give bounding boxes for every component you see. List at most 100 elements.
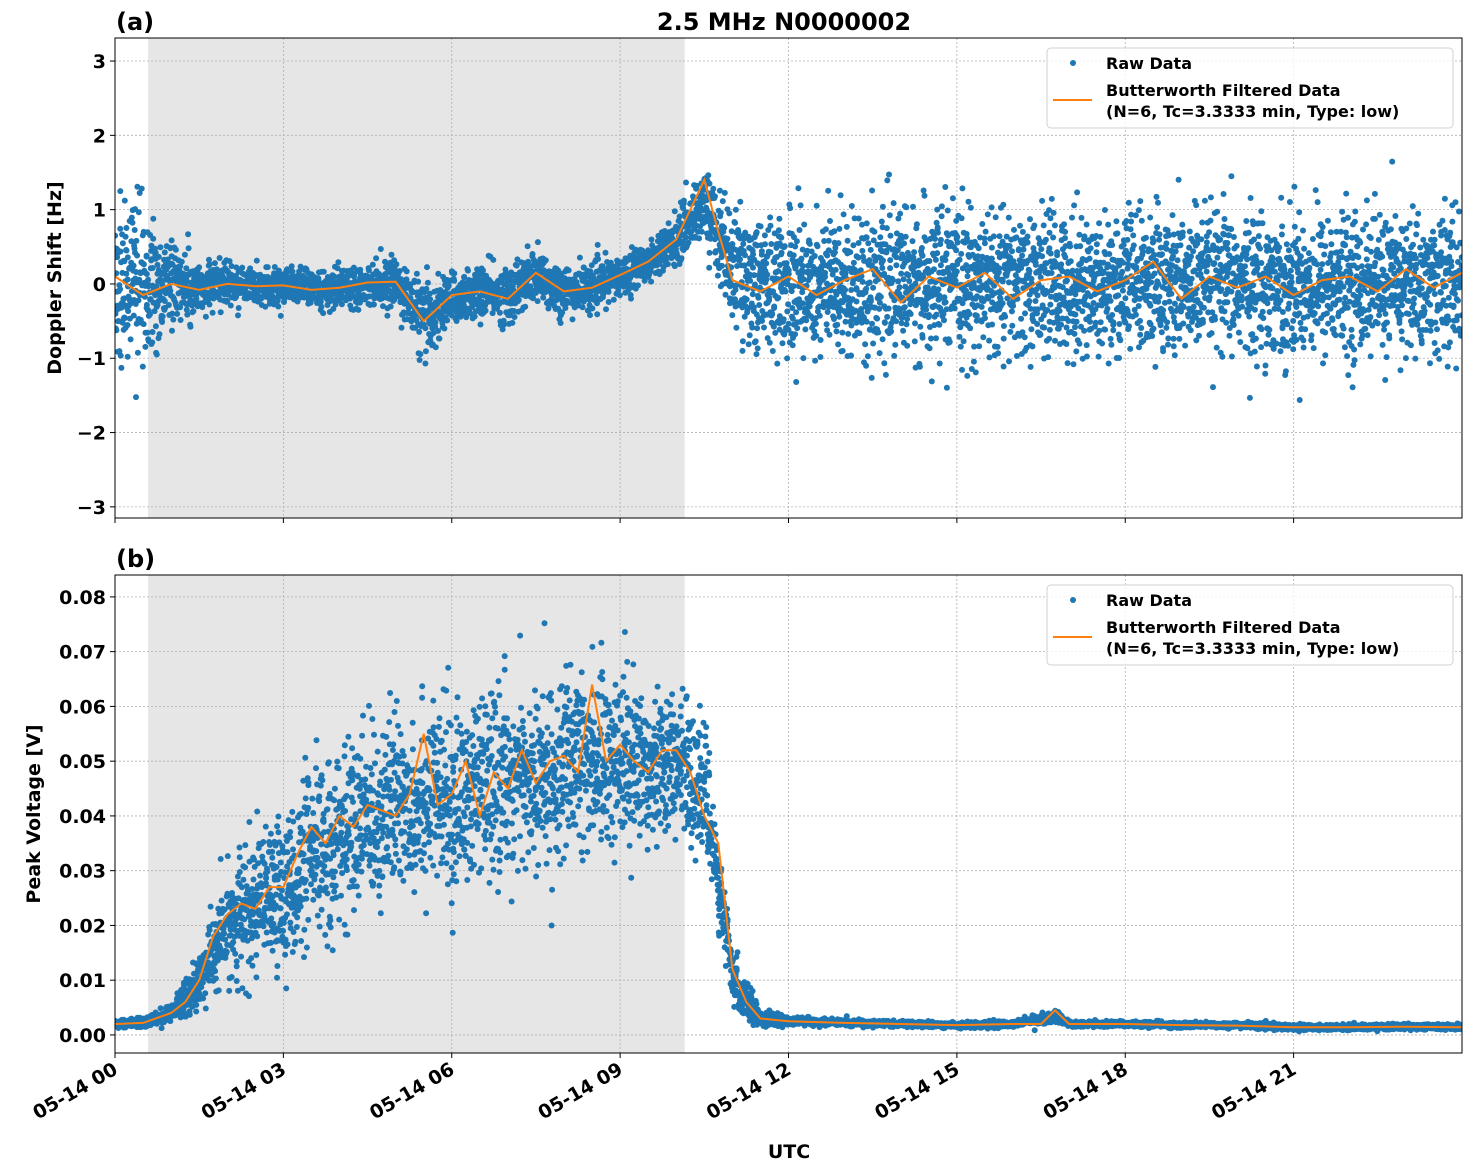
raw-data-point	[145, 277, 151, 283]
raw-data-point	[744, 296, 750, 302]
raw-data-point	[993, 214, 999, 220]
raw-data-point	[149, 339, 155, 345]
raw-data-point	[1108, 336, 1114, 342]
raw-data-point	[986, 338, 992, 344]
raw-data-point	[1210, 384, 1216, 390]
raw-data-point	[1028, 326, 1034, 332]
raw-data-point	[1152, 364, 1158, 370]
raw-data-point	[1050, 235, 1056, 241]
raw-data-point	[1043, 237, 1049, 243]
raw-data-point	[883, 372, 889, 378]
raw-data-point	[764, 272, 770, 278]
raw-data-point	[803, 317, 809, 323]
raw-data-point	[1098, 319, 1104, 325]
raw-data-point	[1058, 261, 1064, 267]
raw-data-point	[1211, 260, 1217, 266]
raw-data-point	[750, 265, 756, 271]
raw-data-point	[1190, 248, 1196, 254]
raw-data-point	[786, 321, 792, 327]
raw-data-point	[944, 385, 950, 391]
raw-data-point	[763, 260, 769, 266]
raw-data-point	[522, 304, 528, 310]
raw-data-point	[543, 257, 549, 263]
raw-data-point	[903, 204, 909, 210]
raw-data-point	[1094, 249, 1100, 255]
raw-data-point	[1074, 319, 1080, 325]
raw-data-point	[236, 305, 242, 311]
raw-data-point	[1160, 307, 1166, 313]
raw-data-point	[839, 330, 845, 336]
raw-data-point	[869, 188, 875, 194]
raw-data-point	[959, 367, 965, 373]
raw-data-point	[113, 327, 119, 333]
raw-data-point	[1222, 216, 1228, 222]
raw-data-point	[1048, 215, 1054, 221]
raw-data-point	[941, 317, 947, 323]
raw-data-point	[144, 302, 150, 308]
raw-data-point	[142, 344, 148, 350]
raw-data-point	[606, 299, 612, 305]
raw-data-point	[178, 317, 184, 323]
raw-data-point	[845, 331, 851, 337]
raw-data-point	[190, 308, 196, 314]
raw-data-point	[920, 253, 926, 259]
raw-data-point	[718, 210, 724, 216]
raw-data-point	[117, 286, 123, 292]
raw-data-point	[813, 321, 819, 327]
raw-data-point	[848, 287, 854, 293]
raw-data-point	[878, 294, 884, 300]
raw-data-point	[996, 269, 1002, 275]
raw-data-point	[790, 342, 796, 348]
raw-data-point	[265, 264, 271, 270]
raw-data-point	[932, 236, 938, 242]
raw-data-point	[836, 314, 842, 320]
raw-data-point	[791, 252, 797, 258]
raw-data-point	[751, 304, 757, 310]
raw-data-point	[1007, 243, 1013, 249]
raw-data-point	[798, 202, 804, 208]
raw-data-point	[794, 238, 800, 244]
raw-data-point	[1087, 256, 1093, 262]
raw-data-point	[880, 258, 886, 264]
raw-data-point	[732, 220, 738, 226]
raw-data-point	[139, 186, 145, 192]
raw-data-point	[755, 295, 761, 301]
raw-data-point	[1084, 342, 1090, 348]
raw-data-point	[826, 238, 832, 244]
raw-data-point	[874, 316, 880, 322]
raw-data-point	[1099, 341, 1105, 347]
raw-data-point	[1187, 229, 1193, 235]
raw-data-point	[827, 332, 833, 338]
raw-data-point	[756, 302, 762, 308]
raw-data-point	[1068, 258, 1074, 264]
raw-data-point	[856, 240, 862, 246]
raw-data-point	[953, 278, 959, 284]
raw-data-point	[1018, 316, 1024, 322]
raw-data-point	[1017, 223, 1023, 229]
raw-data-point	[683, 180, 689, 186]
raw-data-point	[1052, 338, 1058, 344]
raw-data-point	[159, 319, 165, 325]
raw-data-point	[1040, 302, 1046, 308]
raw-data-point	[964, 373, 970, 379]
raw-data-point	[1006, 358, 1012, 364]
raw-data-point	[210, 310, 216, 316]
raw-data-point	[912, 338, 918, 344]
raw-data-point	[920, 335, 926, 341]
raw-data-point	[1216, 299, 1222, 305]
raw-data-point	[750, 291, 756, 297]
raw-data-point	[1010, 303, 1016, 309]
raw-data-point	[844, 224, 850, 230]
raw-data-point	[707, 181, 713, 187]
raw-data-point	[1138, 325, 1144, 331]
raw-data-point	[880, 336, 886, 342]
raw-data-point	[672, 208, 678, 214]
raw-data-point	[1009, 308, 1015, 314]
raw-data-point	[1077, 243, 1083, 249]
raw-data-point	[778, 235, 784, 241]
raw-data-point	[422, 325, 428, 331]
raw-data-point	[118, 249, 124, 255]
raw-data-point	[1001, 364, 1007, 370]
raw-data-point	[910, 238, 916, 244]
raw-data-point	[966, 311, 972, 317]
